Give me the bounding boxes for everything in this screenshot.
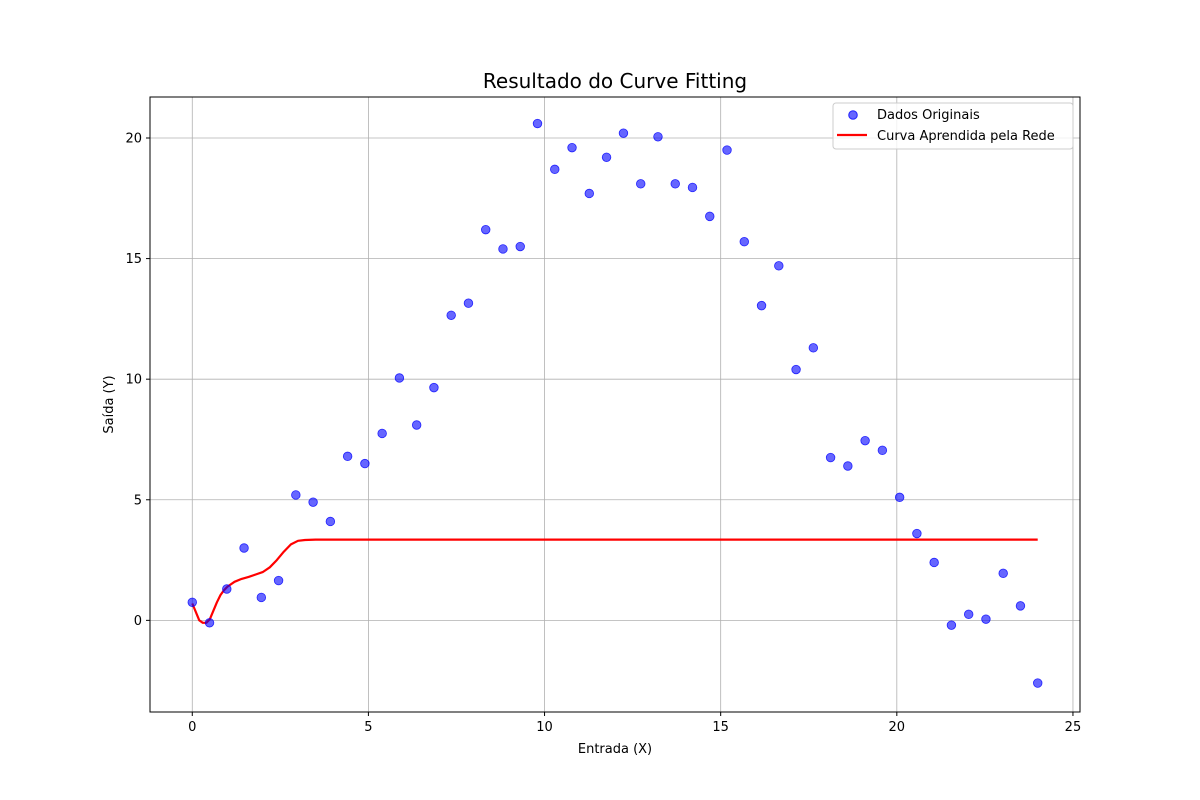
data-point [308,497,318,507]
data-point [1033,678,1043,688]
data-point [360,458,370,469]
data-point [481,224,491,235]
data-point [446,310,456,320]
data-point [1015,601,1026,611]
data-point [325,516,336,527]
data-point [998,568,1008,579]
data-point [291,490,301,500]
data-point [532,118,543,129]
data-point [912,528,922,539]
data-point [256,592,267,603]
data-point [670,179,680,189]
data-point [860,435,870,446]
plot-frame [149,96,1081,713]
x-tick-label: 0 [188,720,196,735]
data-point [705,211,715,222]
legend-marker-scatter [848,110,858,120]
data-point [429,382,439,393]
y-tick-label: 10 [125,373,142,388]
data-point [653,132,663,142]
x-tick-label: 20 [889,720,906,735]
data-point [463,298,474,308]
data-point [273,575,284,586]
data-point [239,543,249,553]
y-axis-label: Saída (Y) [102,375,117,433]
data-point [515,241,525,252]
data-point [894,492,905,503]
x-tick-label: 10 [536,720,553,735]
data-point [636,179,646,189]
scatter-layer [187,118,1043,688]
legend: Dados Originais Curva Aprendida pela Red… [832,102,1074,150]
x-tick-label: 5 [364,720,372,735]
data-point [567,142,577,153]
data-point [342,451,353,462]
data-point [498,244,508,254]
x-tick-label: 15 [712,720,729,735]
data-point [204,618,215,628]
x-tick-label: 25 [1065,720,1082,735]
data-point [739,237,749,247]
tick-layer: 0 5 10 15 20 25 0 5 10 15 20 [125,132,1081,736]
data-point [946,620,957,630]
data-point [601,152,612,162]
chart-title: Resultado do Curve Fitting [483,69,747,93]
y-tick-label: 15 [125,252,142,267]
x-axis-label: Entrada (X) [578,742,652,757]
line-layer [191,538,1038,624]
data-point [394,373,405,383]
legend-box [832,102,1074,150]
data-point [584,188,594,199]
legend-label-scatter: Dados Originais [877,108,980,123]
data-point [411,420,422,430]
data-point [808,343,819,353]
data-point [377,428,387,439]
data-point [877,445,888,456]
data-point [187,597,197,607]
data-point [929,557,939,568]
data-point [791,364,801,375]
grid-layer [150,97,1080,712]
data-point [843,461,853,471]
data-point [756,300,767,311]
data-point [222,584,232,594]
y-tick-label: 20 [125,132,142,147]
data-point [825,452,836,463]
data-point [963,609,974,620]
data-point [981,614,991,624]
legend-label-line: Curva Aprendida pela Rede [877,129,1055,144]
data-point [550,164,560,175]
y-tick-label: 5 [134,493,142,508]
data-point [774,261,784,271]
learned-curve-line [191,538,1038,624]
y-tick-label: 0 [134,614,142,629]
data-point [687,182,698,193]
data-point [618,128,629,138]
data-point [722,145,732,155]
